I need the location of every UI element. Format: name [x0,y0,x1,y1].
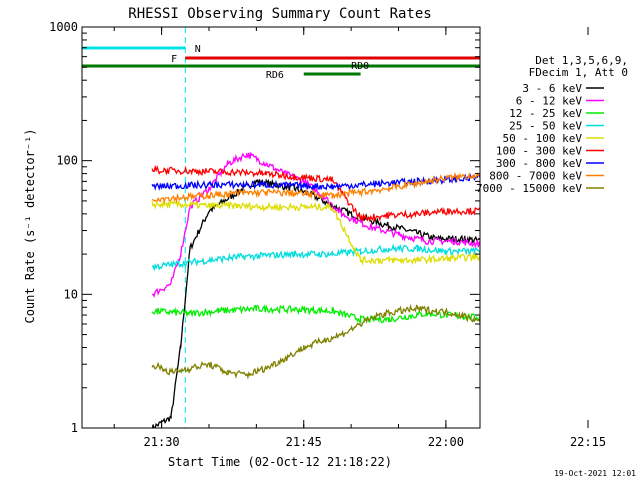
y-tick-label-1: 100 [56,154,78,168]
series-line-0 [151,178,480,428]
x-tick-label-0: 21:30 [144,435,180,449]
series-line-5 [151,164,480,223]
y-tick-label-0: 1000 [49,20,78,34]
series-line-4 [151,199,480,266]
y-tick-label-2: 10 [64,287,78,301]
series-line-1 [151,151,480,299]
plot-frame [81,26,481,429]
legend-label-8: 7000 - 15000 keV [476,182,582,195]
timestamp: 19-Oct-2021 12:01 [554,469,636,478]
series-line-8 [151,303,480,380]
legend-label-2: 12 - 25 keV [509,107,582,120]
legend-label-4: 50 - 100 keV [503,132,583,145]
x-tick-label-1: 21:45 [286,435,322,449]
legend: Det 1,3,5,6,9,FDecim 1, Att 0 3 - 6 keV6 … [476,54,628,195]
flag-label-f: F [171,54,177,65]
flag-label-rd6: RD6 [266,70,284,81]
legend-label-7: 800 - 7000 keV [489,170,582,183]
legend-label-3: 25 - 50 keV [509,120,582,133]
series-line-3 [151,243,480,272]
plot-area: NFRD0RD6S [82,27,480,428]
y-axis-label: Count Rate (s⁻¹ detector⁻¹) [23,128,37,323]
legend-label-6: 300 - 800 keV [496,157,582,170]
series-line-2 [151,304,480,324]
series-line-6 [151,173,480,191]
legend-header-0: Det 1,3,5,6,9, [535,54,628,67]
series-line-7 [151,171,480,204]
x-axis-label: Start Time (02-Oct-12 21:18:22) [168,455,392,469]
flag-label-n: N [195,44,201,55]
legend-label-0: 3 - 6 keV [522,82,582,95]
legend-header-1: FDecim 1, Att 0 [529,66,628,79]
x-tick-label-2: 22:00 [428,435,464,449]
legend-label-5: 100 - 300 keV [496,145,582,158]
y-tick-label-3: 1 [71,421,78,435]
legend-label-1: 6 - 12 keV [516,95,583,108]
flag-label-rd0: RD0 [351,61,369,72]
chart-title: RHESSI Observing Summary Count Rates [128,6,431,22]
x-tick-label-3: 22:15 [570,435,606,449]
